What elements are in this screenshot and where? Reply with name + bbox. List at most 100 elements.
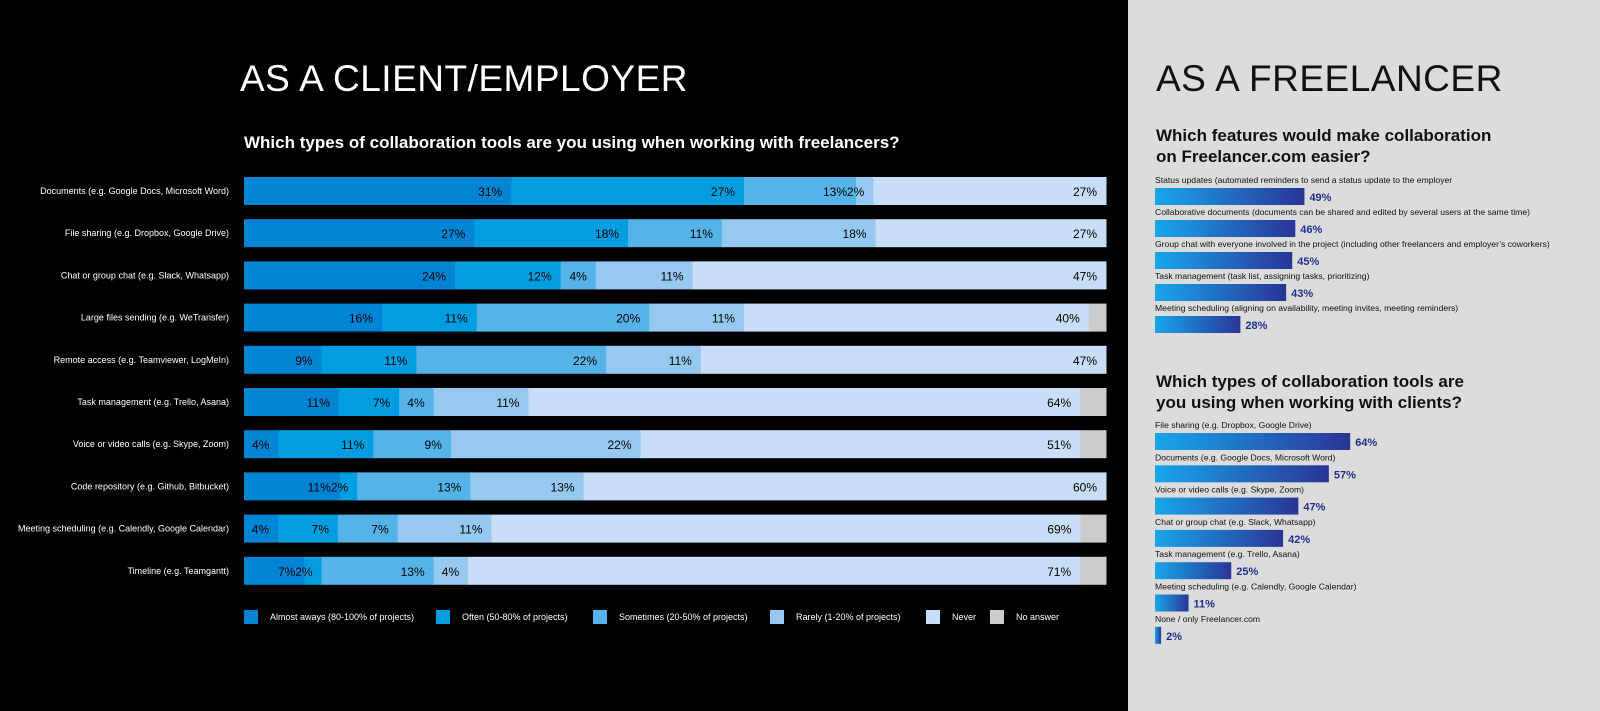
bar-value-label: 11% [445, 312, 468, 326]
bar-value-label: 4% [442, 565, 460, 579]
bar-value-label: 47% [1073, 269, 1097, 283]
bar-category-label: File sharing (e.g. Dropbox, Google Drive… [1155, 420, 1312, 430]
legend-label: Never [952, 612, 977, 622]
bar-value-label: 20% [616, 312, 640, 326]
bar-value-label: 2% [847, 185, 865, 199]
legend-swatch [990, 610, 1004, 624]
bar-value-label: 11% [690, 227, 713, 241]
bar-segment [649, 303, 745, 332]
legend-swatch [770, 610, 784, 624]
bar-value-label: 42% [1288, 534, 1310, 546]
bar-value-label: 11% [1194, 599, 1216, 611]
bar-value-label: 28% [1245, 320, 1267, 332]
bar-value-label: 4% [407, 396, 425, 410]
row-label: File sharing (e.g. Dropbox, Google Drive… [65, 228, 229, 238]
bar-segment [433, 388, 529, 416]
bar-segment [721, 219, 877, 248]
bar-category-label: Collaborative documents (documents can b… [1155, 207, 1530, 217]
bar-value-label: 7% [278, 565, 296, 579]
client-panel: AS A CLIENT/EMPLOYER Which types of coll… [18, 58, 1107, 624]
bar-segment [560, 261, 597, 290]
bar [1155, 497, 1299, 515]
row-label: Documents (e.g. Google Docs, Microsoft W… [40, 186, 229, 196]
bar-category-label: Task management (task list, assigning ta… [1155, 271, 1370, 281]
bar-value-label: 11% [384, 354, 407, 368]
bar-segment [1080, 388, 1107, 416]
bar [1155, 284, 1287, 301]
bar-segment [873, 177, 1107, 205]
bar-segment [397, 514, 493, 543]
bar-category-label: Meeting scheduling (aligning on availabi… [1155, 303, 1458, 313]
row-label: Meeting scheduling (e.g. Calendly, Googl… [18, 524, 229, 534]
bar-value-label: 11% [496, 396, 519, 410]
bar-category-label: Voice or video calls (e.g. Skype, Zoom) [1155, 485, 1304, 495]
bar-value-label: 27% [711, 185, 735, 199]
bar-value-label: 60% [1073, 480, 1097, 494]
bar-value-label: 11% [341, 438, 364, 452]
bar-segment [278, 430, 374, 459]
bar-segment [338, 388, 400, 416]
row-label: Timeline (e.g. Teamgantt) [127, 566, 229, 576]
bar-value-label: 9% [295, 354, 313, 368]
legend-label: Sometimes (20-50% of projects) [619, 612, 748, 622]
bar-segment [528, 388, 1081, 416]
bar-value-label: 40% [1056, 312, 1080, 326]
bar-segment [244, 514, 279, 543]
bar-value-label: 47% [1073, 354, 1097, 368]
bar-segment [357, 472, 471, 501]
bar-value-label: 9% [425, 438, 443, 452]
bar-segment [875, 219, 1107, 248]
row-label: Voice or video calls (e.g. Skype, Zoom) [73, 439, 229, 449]
legend-swatch [926, 610, 940, 624]
bar-value-label: 51% [1047, 438, 1071, 452]
freelancer-bar-charts: Status updates (automated reminders to s… [1155, 175, 1550, 644]
bar [1155, 594, 1189, 612]
bar-value-label: 18% [843, 227, 867, 241]
bar-segment [856, 177, 874, 205]
bar-segment [470, 472, 585, 501]
bar-value-label: 11% [660, 269, 683, 283]
bar [1155, 433, 1351, 450]
bar-value-label: 11% [307, 396, 330, 410]
bar-value-label: 4% [252, 523, 270, 537]
bar-value-label: 31% [478, 185, 502, 199]
bar [1155, 562, 1232, 580]
bar-value-label: 71% [1047, 565, 1071, 579]
bar-segment [337, 514, 399, 543]
bar-segment [1080, 430, 1107, 459]
bar-segment [399, 388, 435, 416]
bar-segment [743, 303, 1090, 332]
bar-segment [1080, 514, 1107, 543]
bar-segment [244, 177, 512, 205]
legend-swatch [593, 610, 607, 624]
bar-segment [628, 219, 723, 248]
bar-value-label: 7% [312, 523, 330, 537]
bar-value-label: 25% [1236, 566, 1258, 578]
bar [1155, 529, 1284, 547]
bar-segment [244, 303, 383, 332]
bar [1155, 220, 1296, 237]
bar-segment [640, 430, 1081, 459]
row-label: Code repository (e.g. Github, Bitbucket) [71, 481, 229, 491]
freelancer-question-features: Which features would make collaboration … [1156, 125, 1576, 167]
legend-label: No answer [1016, 612, 1060, 622]
bar-value-label: 69% [1047, 523, 1071, 537]
bar-value-label: 27% [1073, 227, 1097, 241]
bar-segment [244, 219, 475, 248]
row-label: Chat or group chat (e.g. Slack, Whatsapp… [61, 270, 229, 280]
bar-value-label: 57% [1334, 469, 1356, 481]
legend-swatch [436, 610, 450, 624]
bar [1155, 626, 1162, 644]
bar-segment [511, 177, 745, 205]
bar-value-label: 22% [573, 354, 597, 368]
bar-segment [1088, 303, 1107, 332]
bar-segment [278, 514, 339, 543]
bar-segment [381, 303, 478, 332]
row-label: Task management (e.g. Trello, Asana) [77, 397, 229, 407]
bar-segment [244, 472, 341, 501]
bar-value-label: 16% [349, 312, 373, 326]
question-line: you using when working with clients? [1156, 393, 1463, 412]
bar-segment [743, 177, 857, 205]
bar-segment [692, 261, 1107, 290]
bar-value-label: 11% [459, 523, 482, 537]
